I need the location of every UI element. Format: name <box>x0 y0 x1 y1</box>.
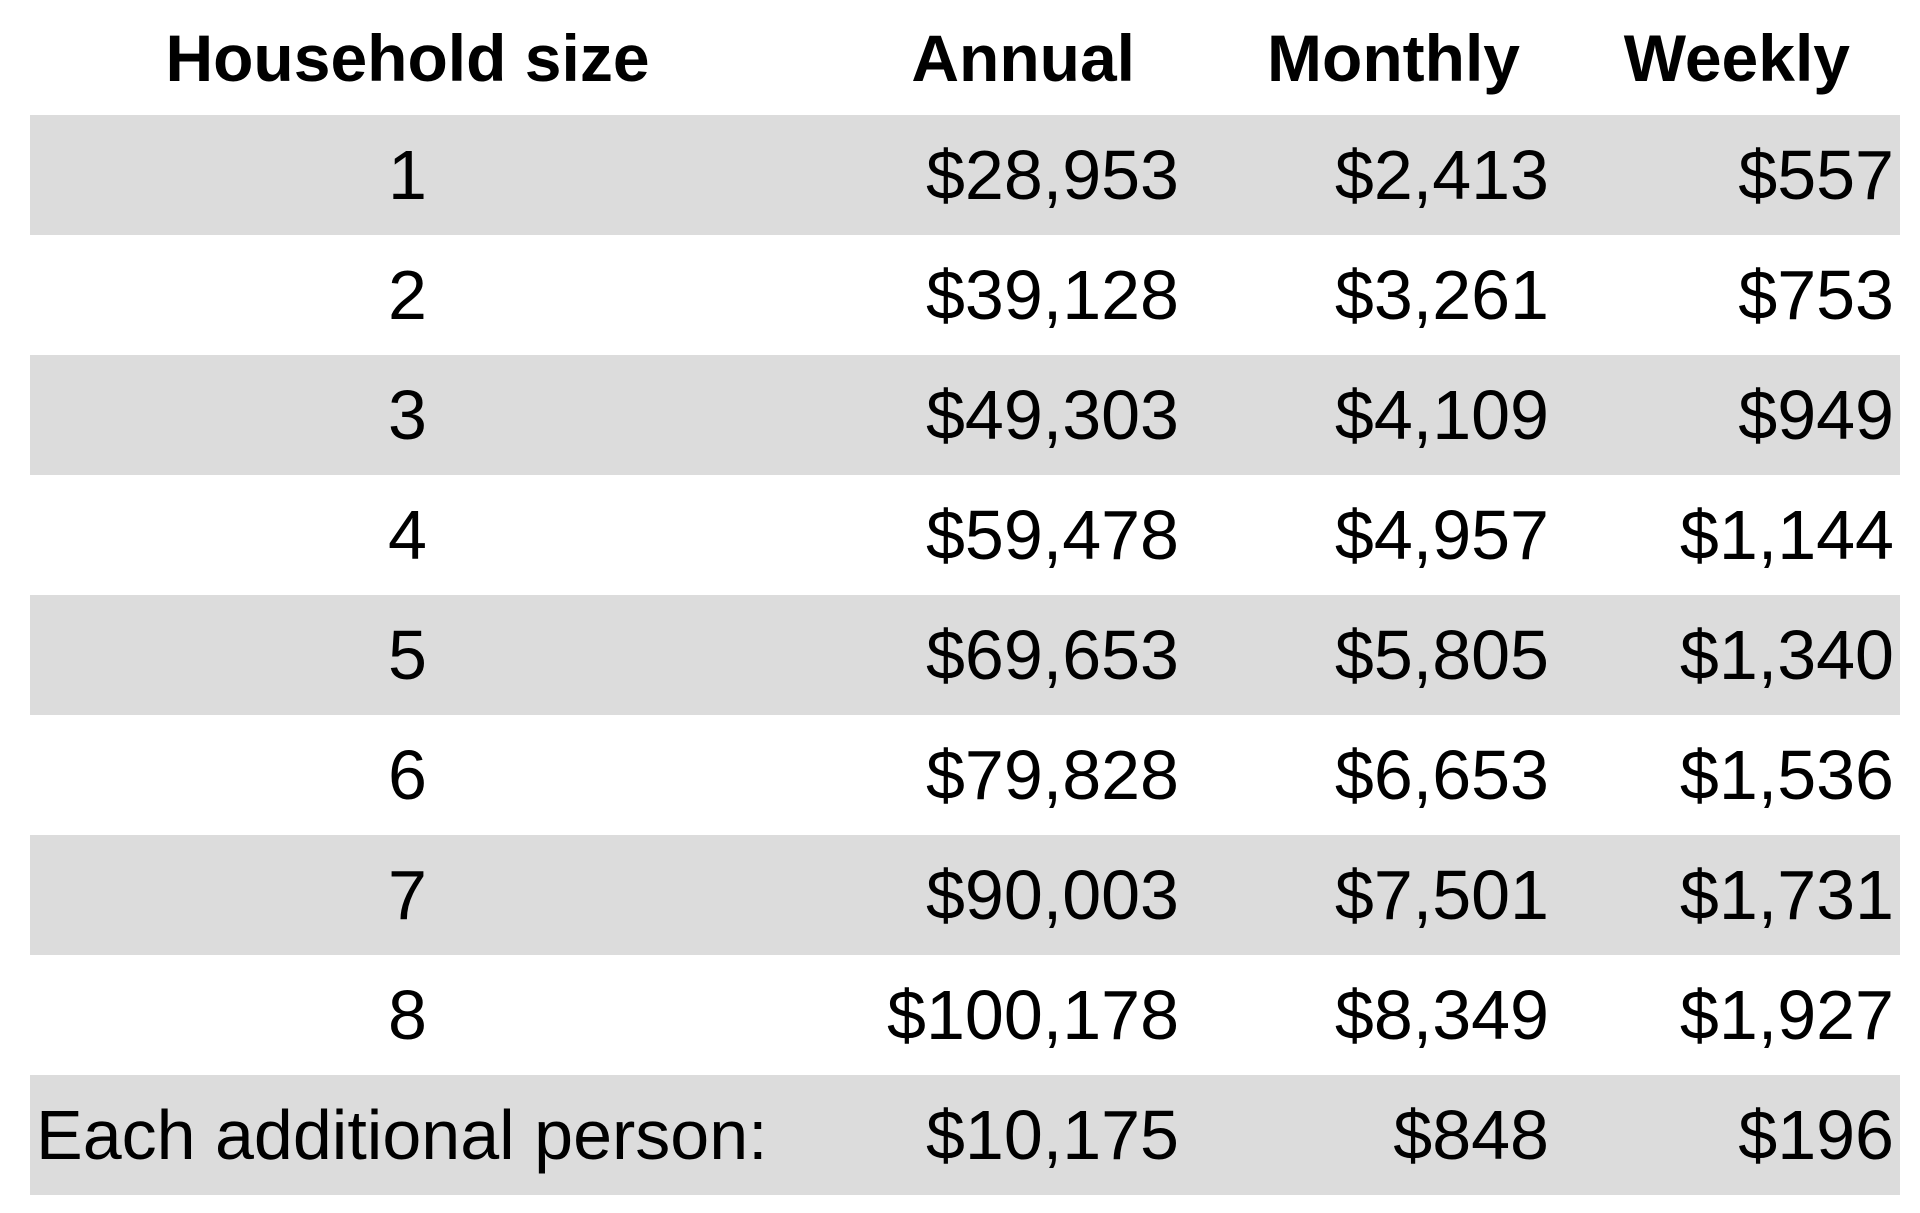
table-row: 2 $39,128 $3,261 $753 <box>30 235 1900 355</box>
table-row: 7 $90,003 $7,501 $1,731 <box>30 835 1900 955</box>
cell-household-size: 8 <box>30 955 785 1075</box>
cell-annual: $59,478 <box>785 475 1185 595</box>
cell-household-size: 1 <box>30 115 785 235</box>
table-row: 5 $69,653 $5,805 $1,340 <box>30 595 1900 715</box>
cell-weekly: $196 <box>1555 1075 1900 1195</box>
table-row-additional-person: Each additional person: $10,175 $848 $19… <box>30 1075 1900 1195</box>
cell-weekly: $753 <box>1555 235 1900 355</box>
header-monthly: Monthly <box>1267 20 1520 95</box>
cell-monthly: $2,413 <box>1185 115 1555 235</box>
cell-annual: $10,175 <box>785 1075 1185 1195</box>
table-row: 6 $79,828 $6,653 $1,536 <box>30 715 1900 835</box>
cell-household-size: 7 <box>30 835 785 955</box>
header-weekly: Weekly <box>1623 20 1850 95</box>
table-row: 4 $59,478 $4,957 $1,144 <box>30 475 1900 595</box>
header-household-size: Household size <box>165 20 650 95</box>
cell-weekly: $1,927 <box>1555 955 1900 1075</box>
cell-weekly: $949 <box>1555 355 1900 475</box>
cell-household-size: 5 <box>30 595 785 715</box>
cell-monthly: $3,261 <box>1185 235 1555 355</box>
cell-annual: $79,828 <box>785 715 1185 835</box>
income-table-container: Household size Annual Monthly Weekly 1 $… <box>30 0 1900 1195</box>
cell-weekly: $1,144 <box>1555 475 1900 595</box>
cell-household-size: 6 <box>30 715 785 835</box>
cell-monthly: $8,349 <box>1185 955 1555 1075</box>
cell-household-size: 2 <box>30 235 785 355</box>
cell-weekly: $557 <box>1555 115 1900 235</box>
table-row: 1 $28,953 $2,413 $557 <box>30 115 1900 235</box>
cell-monthly: $4,957 <box>1185 475 1555 595</box>
table-row: 8 $100,178 $8,349 $1,927 <box>30 955 1900 1075</box>
cell-weekly: $1,731 <box>1555 835 1900 955</box>
cell-monthly: $848 <box>1185 1075 1555 1195</box>
cell-annual: $28,953 <box>785 115 1185 235</box>
cell-monthly: $7,501 <box>1185 835 1555 955</box>
header-row: Household size Annual Monthly Weekly <box>30 0 1900 115</box>
cell-annual: $39,128 <box>785 235 1185 355</box>
cell-annual: $69,653 <box>785 595 1185 715</box>
table-header: Household size Annual Monthly Weekly <box>30 0 1900 115</box>
cell-household-size: 3 <box>30 355 785 475</box>
table-body: 1 $28,953 $2,413 $557 2 $39,128 $3,261 $… <box>30 115 1900 1195</box>
cell-weekly: $1,536 <box>1555 715 1900 835</box>
income-table: Household size Annual Monthly Weekly 1 $… <box>30 0 1900 1195</box>
cell-annual: $90,003 <box>785 835 1185 955</box>
cell-monthly: $4,109 <box>1185 355 1555 475</box>
cell-annual: $100,178 <box>785 955 1185 1075</box>
cell-weekly: $1,340 <box>1555 595 1900 715</box>
table-row: 3 $49,303 $4,109 $949 <box>30 355 1900 475</box>
cell-monthly: $5,805 <box>1185 595 1555 715</box>
cell-monthly: $6,653 <box>1185 715 1555 835</box>
header-annual: Annual <box>911 20 1135 95</box>
cell-annual: $49,303 <box>785 355 1185 475</box>
cell-household-size: 4 <box>30 475 785 595</box>
cell-additional-person-label: Each additional person: <box>30 1075 785 1195</box>
